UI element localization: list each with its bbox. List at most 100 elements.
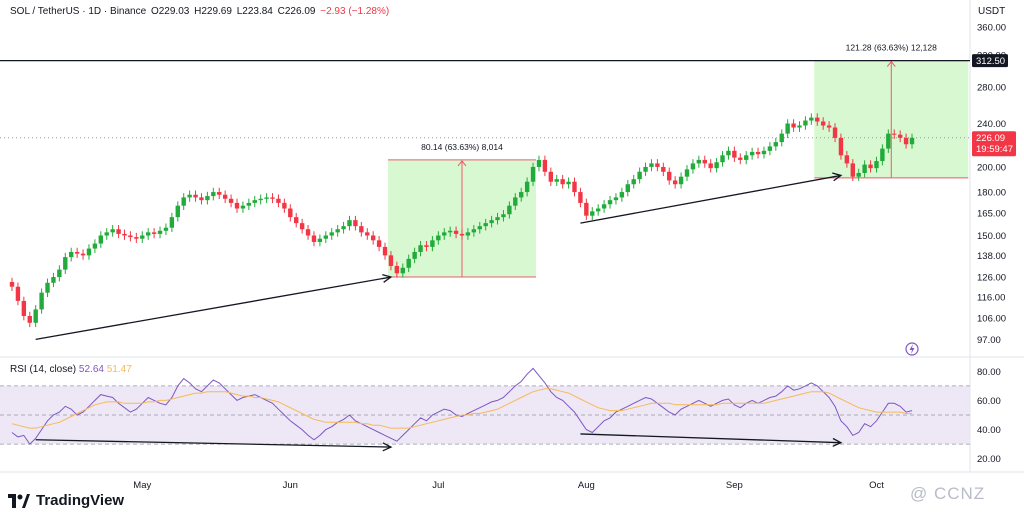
candle: [199, 193, 204, 205]
candle: [430, 236, 435, 252]
rsi-label[interactable]: RSI (14, close): [10, 364, 77, 375]
candle-body: [294, 217, 299, 224]
candle: [169, 212, 175, 233]
candle: [418, 240, 423, 257]
candle: [726, 146, 731, 160]
low-value: L223.84: [236, 6, 273, 17]
candle-body: [193, 194, 198, 198]
rsi-tick-label: 80.00: [977, 367, 1001, 378]
candle-body: [45, 282, 50, 293]
candle: [92, 239, 98, 253]
candle: [341, 221, 346, 234]
symbol-label[interactable]: SOL / TetherUS · 1D · Binance: [10, 6, 147, 17]
candle: [335, 224, 340, 237]
price-tick-label: 106.00: [977, 314, 1006, 325]
candle: [33, 305, 38, 328]
candle-body: [246, 202, 252, 206]
candle: [45, 278, 50, 298]
candle: [803, 116, 808, 130]
candle-body: [637, 171, 642, 180]
candle-body: [288, 208, 293, 218]
range-arrow-head: [457, 160, 467, 167]
candle-body: [690, 163, 696, 170]
candle: [453, 226, 459, 239]
candle-body: [791, 123, 796, 128]
candle: [684, 165, 690, 182]
candle-body: [773, 142, 779, 147]
rsi-divergence-arrow-2-head: [832, 437, 843, 447]
candle: [501, 209, 506, 222]
candle: [619, 187, 625, 202]
price-tick-label: 138.00: [977, 251, 1006, 262]
candle-body: [903, 137, 909, 145]
candle-body: [530, 166, 536, 182]
candle: [394, 261, 400, 278]
candle: [388, 251, 394, 271]
price-tick-label: 150.00: [977, 231, 1006, 242]
candle: [909, 133, 915, 149]
candle-body: [211, 192, 216, 197]
candle: [625, 179, 630, 197]
candle-body: [495, 217, 500, 221]
price-tick-label: 180.00: [977, 188, 1006, 199]
candle-body: [832, 127, 838, 138]
candle-body: [98, 235, 104, 244]
candle: [820, 117, 826, 130]
candle-body: [311, 235, 317, 242]
candle-body: [323, 235, 329, 239]
candle-body: [394, 265, 400, 274]
candle-body: [619, 192, 625, 198]
candle-body: [607, 200, 613, 205]
candle-body: [234, 202, 240, 209]
candle: [353, 215, 358, 231]
candle: [193, 190, 198, 202]
candle-body: [696, 159, 702, 164]
candle: [661, 162, 666, 177]
candle-body: [21, 300, 27, 317]
candle-body: [412, 251, 417, 259]
candle: [299, 218, 305, 234]
candle: [205, 191, 210, 205]
candle: [222, 190, 228, 204]
candle: [850, 159, 855, 182]
candle: [826, 121, 832, 132]
candle-body: [151, 232, 157, 234]
tradingview-logo[interactable]: TradingView: [8, 492, 124, 509]
price-axis: 97.00 106.00 116.00 126.00 138.00 150.00 165.0…: [133, 22, 1016, 491]
candle: [217, 187, 222, 200]
candle-body: [217, 192, 222, 195]
candle: [122, 229, 127, 240]
candle-body: [892, 133, 897, 135]
candle: [400, 263, 405, 278]
candle-body: [477, 226, 482, 230]
candle-body: [684, 169, 690, 177]
candle-body: [820, 121, 826, 126]
candle-body: [453, 230, 459, 234]
candle: [228, 194, 234, 208]
candle-body: [880, 148, 885, 162]
lightning-icon-bolt: [909, 344, 915, 354]
candle-body: [667, 171, 672, 181]
time-tick-label: Sep: [726, 480, 743, 491]
candle: [116, 224, 121, 239]
price-tick-label: 97.00: [977, 335, 1001, 346]
last-price-tag-bg: [972, 131, 1016, 157]
rsi-ma-value: 51.47: [106, 364, 132, 375]
resistance-price-tag: 312.50: [972, 54, 1008, 68]
candle: [359, 221, 364, 237]
candle-body: [720, 155, 725, 163]
price-tick-label: 240.00: [977, 119, 1006, 130]
last-price-tag-price: 226.09: [976, 133, 1005, 144]
candle-body: [601, 204, 607, 209]
candle: [560, 174, 565, 189]
watermark: @ CCNZ: [910, 484, 986, 503]
rsi-tick-label: 60.00: [977, 396, 1001, 407]
candle: [637, 167, 642, 184]
time-tick-label: Jul: [432, 480, 444, 491]
rsi-tick-label: 20.00: [977, 454, 1001, 465]
candle-body: [613, 197, 619, 201]
time-tick-label: May: [133, 480, 151, 491]
candle: [530, 162, 536, 187]
